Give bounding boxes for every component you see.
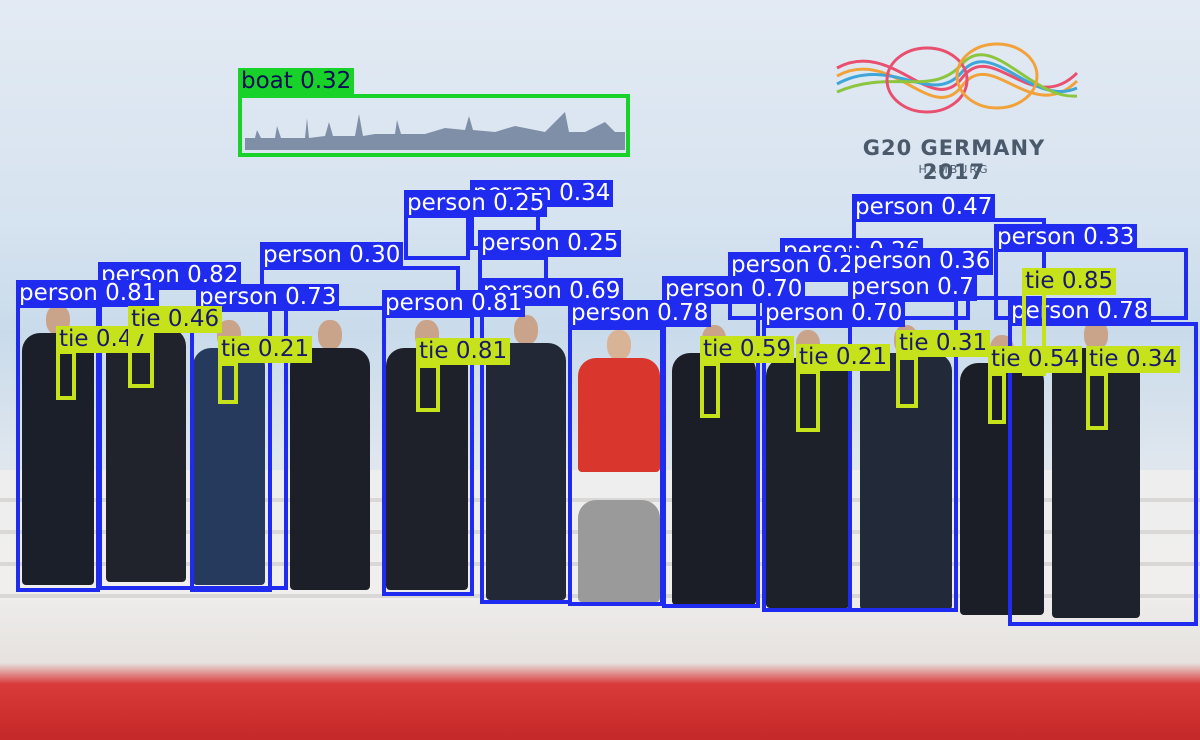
tie-detection-label: tie 0.85 — [1022, 268, 1117, 295]
logo-title: G20 GERMANY 2017 — [862, 136, 1046, 184]
person-detection-label: person 0.7 — [848, 274, 977, 301]
tie-detection-label: tie 0.21 — [218, 336, 313, 363]
person-detection-label: person 0.25 — [404, 190, 548, 217]
tie-detection-label: tie 0.59 — [700, 336, 795, 363]
person-figure — [290, 320, 370, 590]
person-detection-label: person 0.26 — [728, 252, 872, 279]
person-detection-label: person 0.70 — [762, 300, 906, 327]
person-detection-label: person 0.81 — [382, 290, 526, 317]
logo-subtitle: HAMBURG — [918, 163, 990, 176]
tie-detection-box — [700, 362, 720, 418]
person-detection-label: person 0.81 — [16, 280, 160, 307]
person-figure — [486, 315, 566, 600]
tie-detection-label: tie 0.21 — [796, 344, 891, 371]
person-detection-label: person 0.47 — [852, 194, 996, 221]
tie-detection-label: tie 0.81 — [416, 338, 511, 365]
tie-detection-label: tie 0.54 — [988, 346, 1083, 373]
g20-logo-icon — [836, 42, 1079, 114]
tie-detection-label: tie 0.34 — [1086, 346, 1181, 373]
tie-detection-box — [218, 362, 238, 404]
tie-detection-box — [988, 372, 1006, 424]
person-detection-box — [404, 214, 470, 260]
tie-detection-label: tie 0.46 — [128, 306, 223, 333]
tie-detection-box — [896, 356, 918, 408]
tie-detection-box — [1086, 372, 1108, 430]
boat-detection-box — [238, 94, 630, 157]
tie-detection-box — [128, 330, 154, 388]
person-detection-label: person 0.70 — [662, 276, 806, 303]
person-detection-label: person 0.78 — [1008, 298, 1152, 325]
person-detection-label: person 0.73 — [196, 284, 340, 311]
person-detection-label: person 0.30 — [260, 242, 404, 269]
person-detection-label: person 0.33 — [994, 224, 1138, 251]
tie-detection-box — [416, 364, 440, 412]
hamburg-skyline-graphic — [245, 112, 625, 150]
tie-detection-box — [56, 350, 76, 400]
person-detection-label: person 0.36 — [850, 248, 994, 275]
stage-floor-red-carpet — [0, 600, 1200, 740]
person-detection-box — [568, 326, 664, 606]
person-detection-label: person 0.78 — [568, 300, 712, 327]
tie-detection-label: tie 0.31 — [896, 330, 991, 357]
person-figure — [766, 330, 850, 608]
person-figure — [578, 330, 660, 602]
tie-detection-box — [796, 370, 820, 432]
boat-detection-label: boat 0.32 — [238, 68, 355, 95]
person-figure — [672, 325, 756, 605]
person-detection-label: person 0.25 — [478, 230, 622, 257]
person-figure — [386, 320, 468, 590]
person-figure — [860, 325, 952, 610]
person-figure — [1052, 320, 1140, 618]
